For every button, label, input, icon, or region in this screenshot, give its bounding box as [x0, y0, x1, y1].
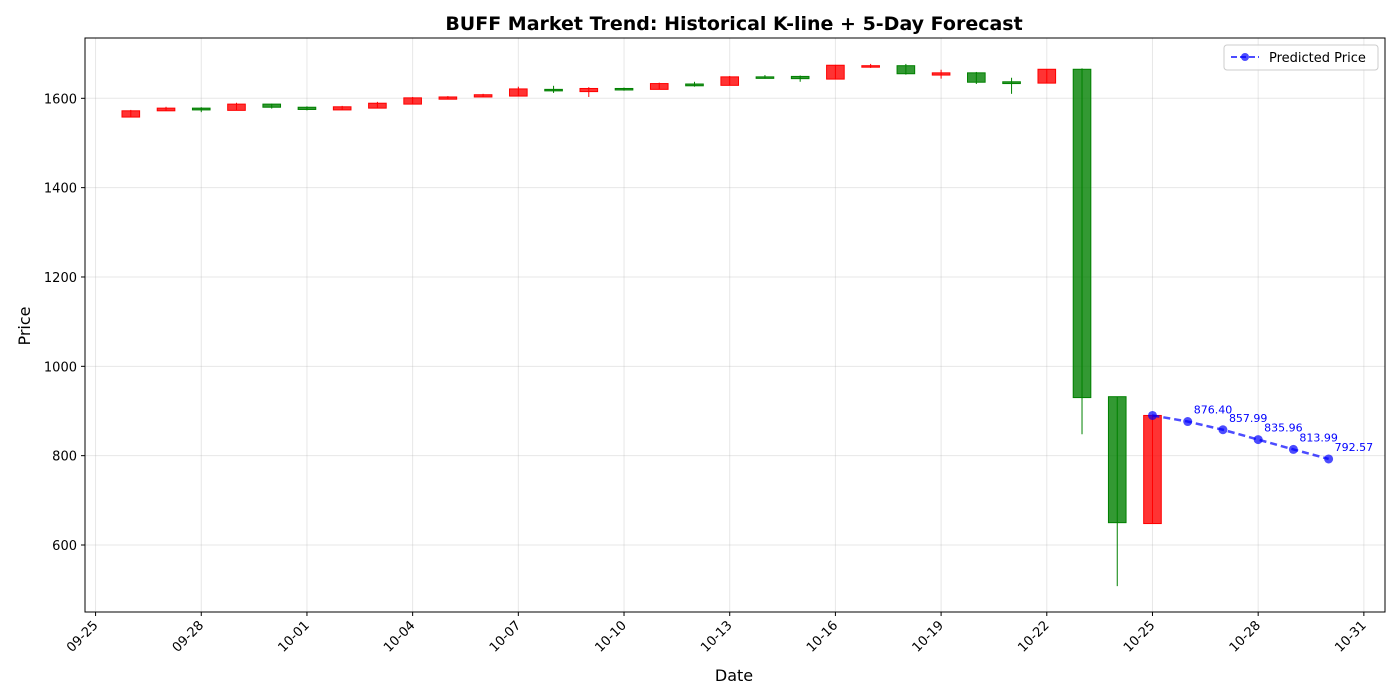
- candle-body: [368, 102, 387, 109]
- candle-up: [262, 103, 282, 109]
- legend: Predicted Price: [1223, 44, 1379, 71]
- candle-body: [685, 83, 704, 87]
- candle-body: [332, 106, 352, 111]
- y-axis: 600 800 1000 1200 1400 1600: [44, 92, 85, 554]
- candle-down: [473, 93, 493, 98]
- candle-body: [1143, 414, 1162, 525]
- candle-body: [649, 83, 669, 90]
- candle-body: [614, 87, 634, 91]
- forecast-value-label: 792.57: [1335, 441, 1374, 454]
- candle-body: [720, 76, 740, 86]
- candle-up: [1107, 396, 1127, 587]
- candle-up: [755, 75, 775, 79]
- y-tick-label: 800: [52, 450, 77, 465]
- candle-body: [1037, 68, 1057, 84]
- candle-up: [896, 63, 916, 75]
- legend-marker-swatch: [1241, 53, 1249, 61]
- candle-down: [368, 101, 387, 109]
- legend-entry-predicted-price: Predicted Price: [1269, 51, 1366, 66]
- forecast-point: [1253, 435, 1263, 445]
- candle-body: [191, 107, 211, 111]
- y-tick-label: 1200: [44, 271, 77, 286]
- forecast-point: [1288, 444, 1298, 454]
- forecast-point: [1324, 454, 1334, 464]
- candle-body: [755, 76, 775, 79]
- forecast-point: [1218, 425, 1228, 435]
- candle-down: [579, 87, 599, 97]
- forecast-point: [1183, 417, 1193, 427]
- x-axis-label: Date: [715, 666, 753, 685]
- candle-down: [861, 63, 880, 68]
- candle-body: [473, 94, 493, 98]
- candle-body: [1002, 81, 1021, 85]
- candle-body: [1072, 68, 1092, 399]
- candle-down: [509, 86, 528, 97]
- candle-body: [790, 75, 810, 80]
- forecast-value-label: 835.96: [1264, 422, 1303, 435]
- candle-body: [121, 110, 141, 118]
- forecast-value-label: 876.40: [1194, 404, 1233, 417]
- candle-up: [1002, 77, 1021, 94]
- candle-down: [720, 75, 740, 86]
- candle-down: [332, 105, 352, 111]
- candle-up: [297, 106, 317, 111]
- candle-body: [438, 96, 458, 100]
- candle-body: [544, 88, 563, 92]
- candle-body: [227, 103, 246, 111]
- candle-body: [896, 65, 916, 75]
- candle-body: [1107, 396, 1127, 524]
- candle-down: [826, 64, 845, 80]
- y-tick-label: 1400: [44, 182, 77, 197]
- candle-up: [1072, 68, 1092, 435]
- candle-down: [1037, 68, 1057, 84]
- y-tick-label: 1600: [44, 92, 77, 107]
- candle-down: [1143, 414, 1162, 525]
- candle-down: [227, 102, 246, 111]
- y-tick-label: 1000: [44, 360, 77, 375]
- plot-frame: [84, 37, 1386, 613]
- forecast-value-label: 857.99: [1229, 412, 1268, 425]
- candle-down: [649, 82, 669, 90]
- candle-up: [967, 71, 986, 85]
- candle-body: [297, 106, 317, 110]
- candle-body: [509, 88, 528, 97]
- candle-up: [685, 81, 704, 87]
- candle-up: [790, 75, 810, 82]
- candle-down: [931, 69, 951, 79]
- chart-title: BUFF Market Trend: Historical K-line + 5…: [445, 13, 1022, 35]
- candle-up: [191, 107, 211, 113]
- forecast-line: [1152, 414, 1329, 461]
- candle-down: [403, 96, 422, 105]
- candle-body: [861, 65, 880, 68]
- candle-down: [121, 109, 141, 118]
- candle-body: [262, 103, 282, 108]
- candle-body: [156, 107, 176, 112]
- candles-layer: [121, 63, 1162, 587]
- candle-up: [614, 87, 634, 91]
- y-axis-label: Price: [15, 306, 34, 345]
- candle-body: [579, 87, 599, 93]
- candle-body: [967, 72, 986, 83]
- y-tick-label: 600: [52, 539, 77, 554]
- candle-down: [438, 96, 458, 100]
- forecast-value-label: 813.99: [1299, 431, 1338, 444]
- grid-layer: [85, 38, 1385, 612]
- candle-up: [544, 85, 563, 93]
- candle-body: [826, 64, 845, 80]
- candle-body: [931, 72, 951, 76]
- legend-box: [1223, 44, 1379, 71]
- candle-down: [156, 106, 176, 112]
- candle-body: [403, 97, 422, 105]
- forecast-point: [1147, 410, 1157, 420]
